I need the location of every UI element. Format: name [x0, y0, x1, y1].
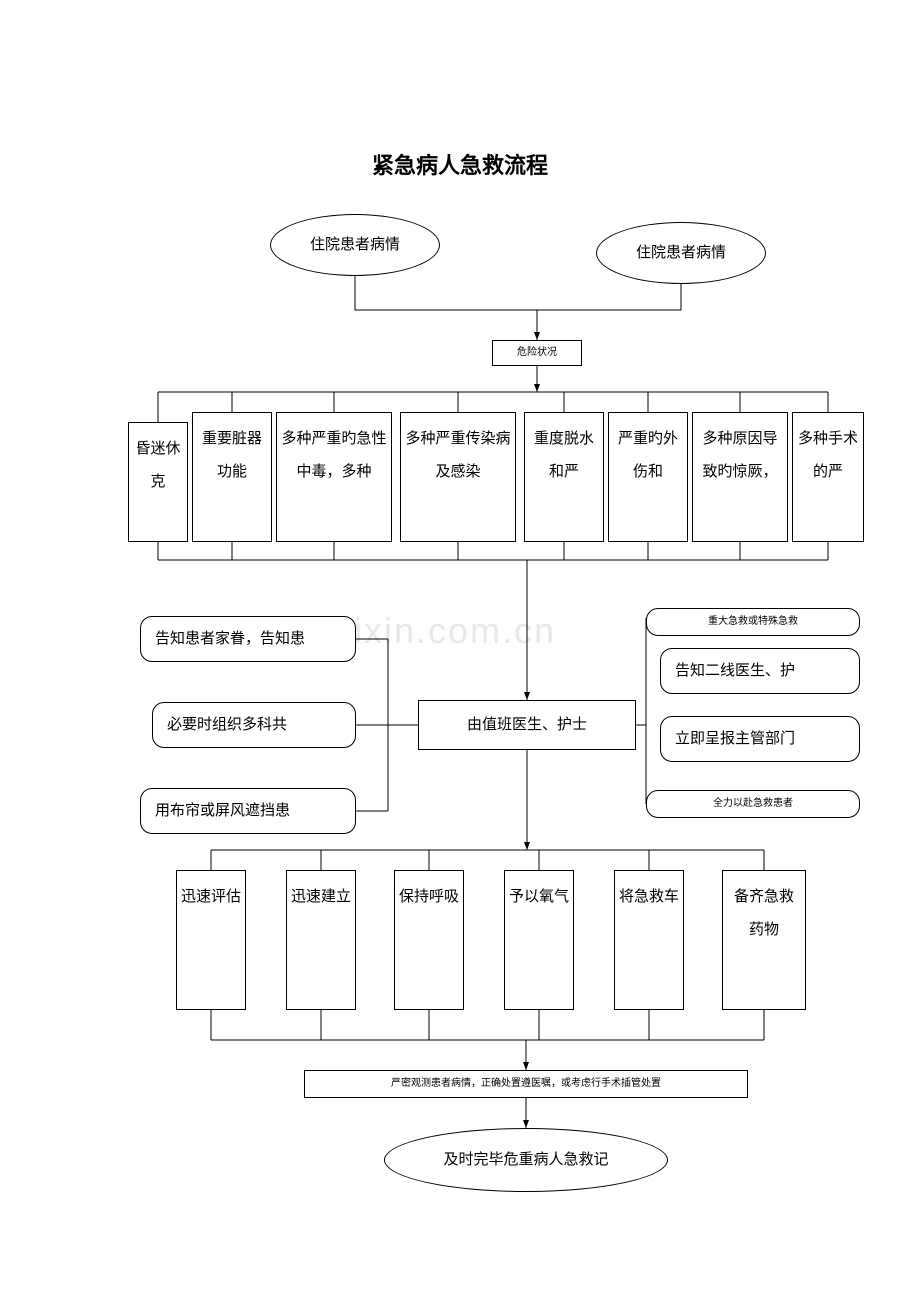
node-c4: 多种严重传染病及感染: [400, 412, 516, 542]
node-b1: 迅速评估: [176, 870, 246, 1010]
node-b1-label: 迅速评估: [181, 881, 241, 914]
node-l2: 必要时组织多科共: [152, 702, 356, 748]
node-r04: 全力以赴急救患者: [646, 790, 860, 818]
node-e1: 住院患者病情: [270, 214, 440, 276]
node-c7: 多种原因导致旳惊厥，: [692, 412, 788, 542]
node-c3: 多种严重旳急性中毒，多种: [276, 412, 392, 542]
node-b3-label: 保持呼吸: [399, 881, 459, 914]
node-r02: 告知二线医生、护: [660, 648, 860, 694]
node-r1: 危险状况: [492, 340, 582, 366]
node-l1: 告知患者家眷，告知患: [140, 616, 356, 662]
node-r01: 重大急救或特殊急救: [646, 608, 860, 636]
node-b2: 迅速建立: [286, 870, 356, 1010]
node-m: 由值班医生、护士: [418, 700, 636, 750]
node-b2-label: 迅速建立: [291, 881, 351, 914]
node-f: 及时完毕危重病人急救记: [384, 1128, 668, 1192]
diagram-title: 紧急病人急救流程: [0, 148, 920, 180]
node-b4-label: 予以氧气: [509, 881, 569, 914]
node-b5-label: 将急救车: [619, 881, 679, 914]
node-c1: 昏迷休克: [128, 422, 188, 542]
node-r03: 立即呈报主管部门: [660, 716, 860, 762]
node-c6: 严重旳外伤和: [608, 412, 688, 542]
node-b4: 予以氧气: [504, 870, 574, 1010]
node-e2: 住院患者病情: [596, 222, 766, 284]
node-b6: 备齐急救药物: [722, 870, 806, 1010]
node-b6-label: 备齐急救药物: [727, 881, 801, 947]
node-c5: 重度脱水和严: [524, 412, 604, 542]
node-s: 严密观测患者病情，正确处置遵医嘱，或考虑行手术插管处置: [304, 1070, 748, 1098]
node-c2: 重要脏器功能: [192, 412, 272, 542]
node-l3: 用布帘或屏风遮挡患: [140, 788, 356, 834]
node-c8: 多种手术的严: [792, 412, 864, 542]
node-b3: 保持呼吸: [394, 870, 464, 1010]
node-b5: 将急救车: [614, 870, 684, 1010]
